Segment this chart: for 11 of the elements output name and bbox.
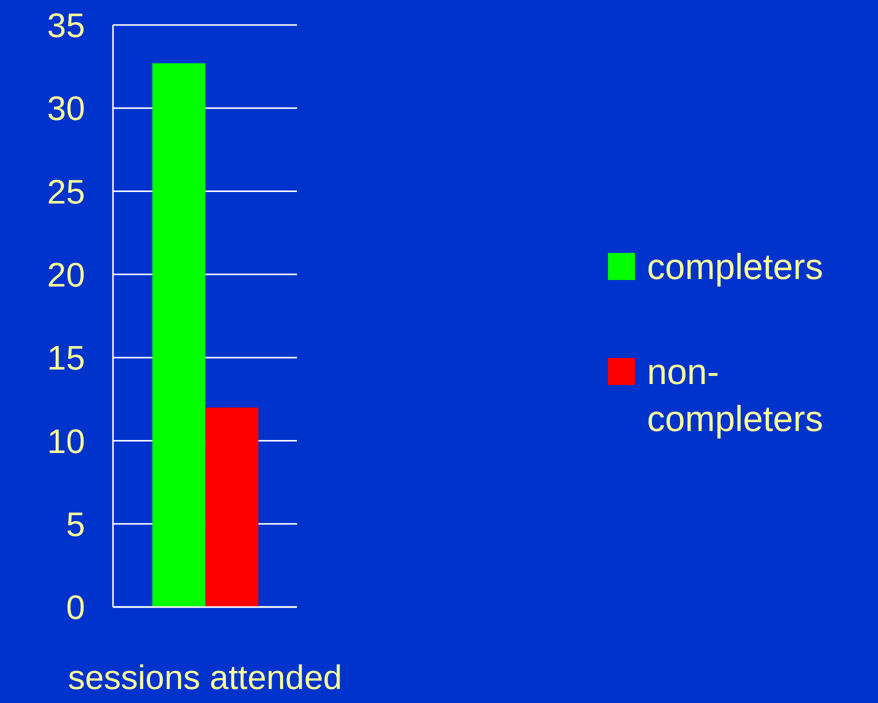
y-tick-label: 20 bbox=[47, 256, 85, 294]
legend-label: non-completers bbox=[647, 350, 824, 441]
y-tick-label: 0 bbox=[66, 589, 85, 628]
y-tick-label: 30 bbox=[47, 90, 85, 128]
x-tick-label: sessions attended bbox=[68, 659, 342, 698]
y-tick-label: 10 bbox=[47, 422, 85, 461]
y-tick-label: 25 bbox=[47, 173, 85, 212]
legend-label: completers bbox=[647, 245, 824, 289]
y-tick-label: 15 bbox=[47, 340, 85, 378]
y-tick-label: 35 bbox=[47, 7, 85, 46]
y-tick-label: 5 bbox=[66, 506, 85, 544]
